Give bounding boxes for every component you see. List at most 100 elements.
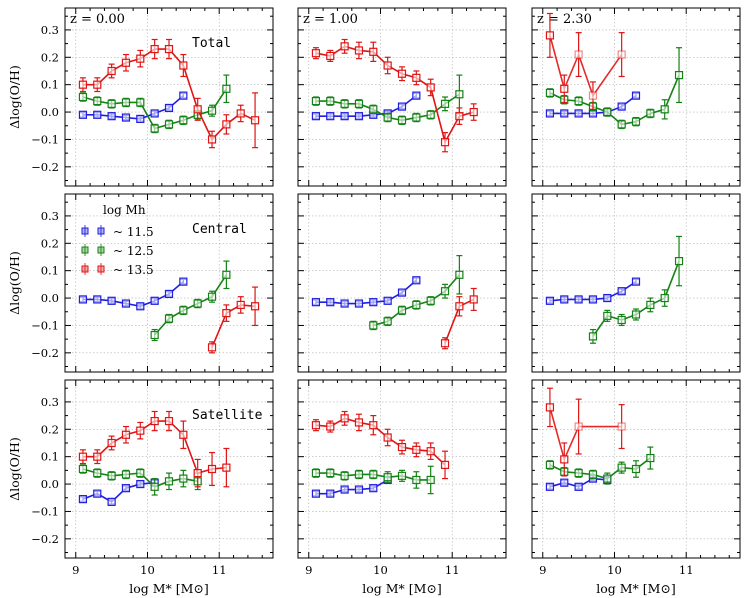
data-point-red	[311, 49, 321, 58]
data-point-green	[369, 105, 378, 114]
data-point-green	[426, 110, 435, 119]
data-point-red	[354, 46, 364, 55]
data-point-red	[179, 61, 188, 70]
data-point-green	[369, 321, 378, 330]
data-point-green	[440, 99, 450, 108]
data-point-green	[354, 470, 364, 479]
data-point-red	[326, 422, 335, 431]
data-point-red	[250, 302, 260, 311]
data-point-green	[326, 469, 335, 478]
data-point-red	[78, 80, 88, 89]
y-tick-label: 0.1	[41, 78, 59, 92]
data-point-red	[107, 66, 116, 76]
data-point-green	[150, 330, 159, 340]
data-point-red	[193, 105, 202, 114]
data-point-green	[603, 311, 612, 320]
data-point-blue	[326, 489, 335, 498]
data-point-blue	[397, 288, 407, 297]
data-point-red	[354, 418, 364, 427]
data-point-green	[455, 270, 464, 279]
data-point-red	[617, 422, 626, 431]
y-tick-label: 0.2	[41, 236, 59, 250]
data-point-red	[340, 42, 349, 51]
data-point-green	[179, 474, 188, 483]
redshift-label: z = 0.00	[70, 12, 125, 27]
legend-marker	[81, 246, 89, 254]
data-point-green	[545, 460, 555, 469]
data-point-red	[340, 414, 349, 423]
data-point-green	[207, 292, 217, 301]
data-point-blue	[93, 110, 102, 119]
data-point-red	[574, 50, 583, 59]
panel-frame	[64, 379, 274, 559]
data-point-green	[674, 256, 684, 266]
data-point-blue	[93, 295, 102, 304]
data-point-green	[164, 477, 174, 486]
data-point-red	[412, 73, 421, 82]
data-point-green	[93, 97, 102, 106]
data-point-green	[588, 470, 598, 479]
data-point-green	[646, 453, 655, 463]
panel-r0-c1: z = 1.00	[297, 7, 507, 187]
data-point-blue	[412, 276, 421, 285]
legend-marker	[81, 227, 89, 235]
data-point-blue	[397, 102, 407, 111]
data-point-blue	[574, 482, 583, 491]
data-point-red	[455, 112, 464, 121]
panel-frame	[64, 193, 274, 373]
data-point-red	[440, 460, 450, 469]
panel-frame	[297, 7, 507, 187]
panel-r0-c2: z = 2.30	[531, 7, 741, 187]
data-point-blue	[164, 103, 174, 113]
data-point-blue	[121, 299, 131, 308]
series-line-green	[154, 274, 228, 336]
data-point-red	[426, 447, 435, 456]
data-point-blue	[78, 495, 88, 504]
data-point-green	[646, 300, 655, 310]
data-point-blue	[311, 112, 321, 121]
data-point-blue	[340, 485, 349, 494]
legend-marker	[97, 227, 105, 235]
data-point-blue	[121, 113, 131, 122]
data-point-red	[222, 120, 231, 129]
panel-r0-c0: −0.2 −0.1 0.0 0.1 0.2 0.3 Δlog(O/H) z = 0.00 Tot…	[7, 7, 274, 187]
series-line-red	[315, 417, 446, 466]
data-point-red	[107, 438, 116, 448]
data-point-blue	[383, 296, 392, 305]
data-point-green	[412, 475, 421, 485]
data-point-green	[397, 116, 407, 125]
legend-entry: ~ 11.5	[113, 225, 154, 239]
panel-frame	[531, 7, 741, 187]
data-point-red	[383, 61, 392, 70]
data-point-blue	[603, 293, 612, 303]
data-point-blue	[354, 112, 364, 121]
data-point-red	[207, 135, 217, 144]
data-point-red	[164, 416, 174, 426]
x-axis-label: log M* [M⊙]	[362, 581, 442, 596]
data-point-green	[631, 464, 641, 474]
data-point-green	[164, 314, 174, 323]
data-point-blue	[560, 295, 569, 304]
panel-frame	[297, 193, 507, 373]
legend-title: log Mh	[103, 203, 146, 217]
data-point-blue	[545, 109, 555, 118]
data-point-red	[426, 83, 435, 92]
data-point-green	[340, 99, 349, 108]
data-point-green	[617, 463, 626, 472]
data-point-red	[383, 433, 392, 442]
data-point-green	[603, 474, 612, 483]
y-tick-label: 0.1	[41, 450, 59, 464]
data-point-red	[222, 463, 231, 472]
x-tick-label: 9	[72, 563, 79, 577]
legend-marker	[81, 265, 89, 273]
panel-frame	[64, 7, 274, 187]
y-tick-label: 0.2	[41, 422, 59, 436]
data-point-red	[545, 403, 555, 412]
redshift-label: z = 2.30	[537, 12, 592, 27]
data-point-red	[193, 469, 202, 478]
y-tick-label: 0.0	[41, 477, 59, 491]
y-tick-label: −0.1	[31, 132, 59, 146]
data-point-red	[574, 422, 583, 431]
data-point-blue	[574, 109, 583, 118]
